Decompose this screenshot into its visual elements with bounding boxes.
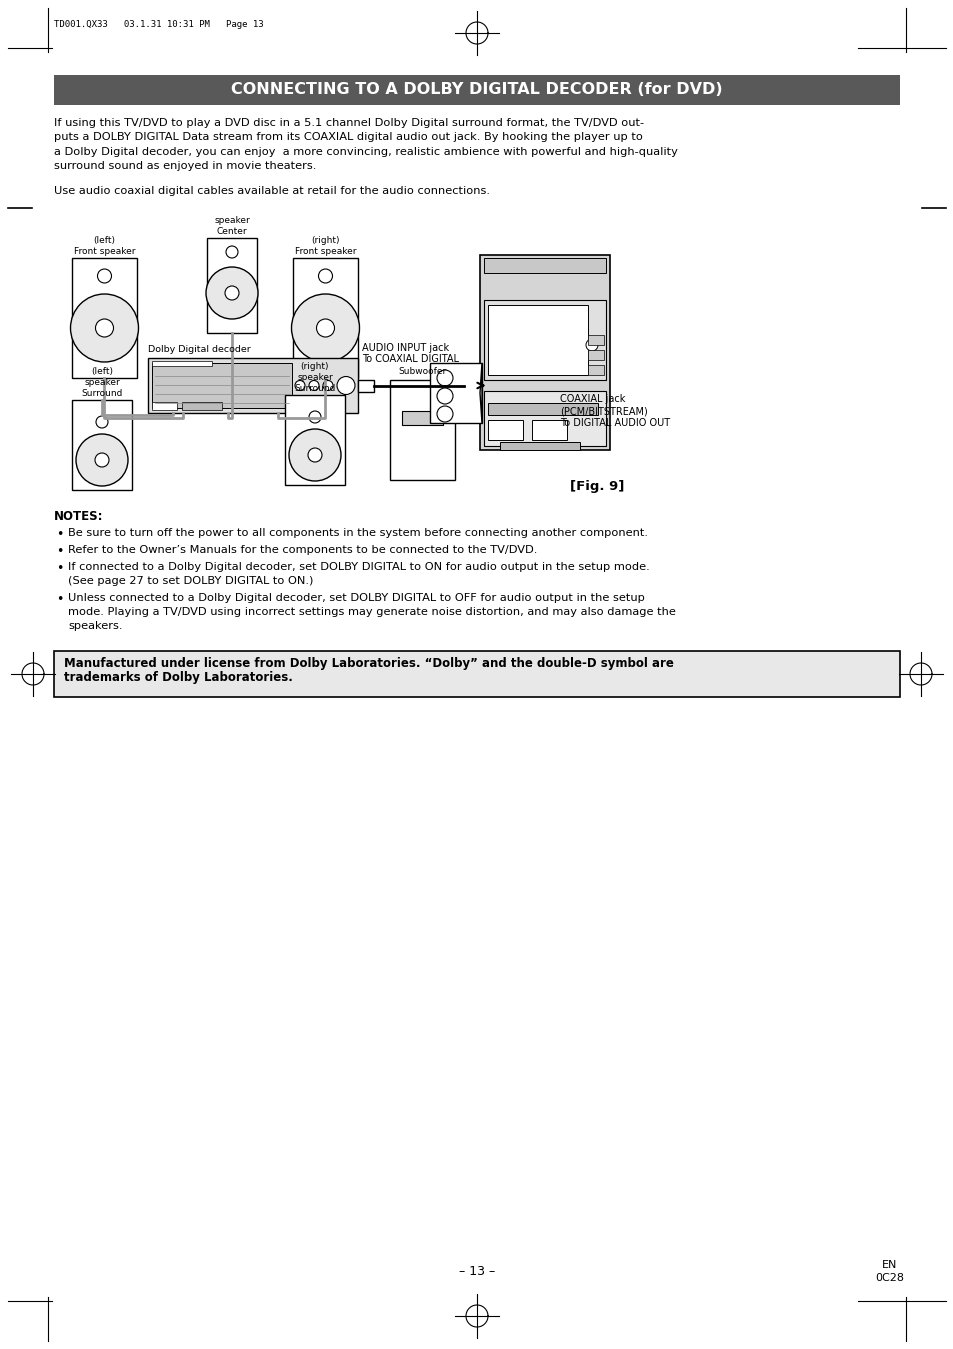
- Text: To DIGITAL AUDIO OUT: To DIGITAL AUDIO OUT: [559, 418, 669, 428]
- Text: Subwoofer: Subwoofer: [398, 367, 446, 376]
- Text: Front speaker: Front speaker: [73, 247, 135, 256]
- Text: (PCM/BITSTREAM): (PCM/BITSTREAM): [559, 406, 647, 415]
- Text: Front speaker: Front speaker: [294, 247, 355, 256]
- Text: (left): (left): [91, 367, 112, 376]
- Polygon shape: [479, 363, 481, 424]
- Text: mode. Playing a TV/DVD using incorrect settings may generate noise distortion, a: mode. Playing a TV/DVD using incorrect s…: [68, 607, 675, 616]
- Text: (right): (right): [311, 236, 339, 246]
- Bar: [488, 420, 522, 440]
- Text: Center: Center: [216, 227, 247, 236]
- Circle shape: [309, 411, 320, 424]
- Text: speakers.: speakers.: [68, 621, 122, 631]
- Text: trademarks of Dolby Laboratories.: trademarks of Dolby Laboratories.: [64, 670, 293, 684]
- Circle shape: [71, 294, 138, 362]
- Circle shape: [309, 380, 318, 390]
- Text: Refer to the Owner’s Manuals for the components to be connected to the TV/DVD.: Refer to the Owner’s Manuals for the com…: [68, 545, 537, 554]
- Circle shape: [289, 429, 340, 482]
- Text: – 13 –: – 13 –: [458, 1265, 495, 1278]
- Circle shape: [436, 370, 453, 386]
- Bar: [390, 380, 455, 480]
- Text: (right): (right): [300, 362, 329, 371]
- Bar: [532, 420, 566, 440]
- Bar: [401, 411, 442, 425]
- Text: CONNECTING TO A DOLBY DIGITAL DECODER (for DVD): CONNECTING TO A DOLBY DIGITAL DECODER (f…: [231, 82, 722, 97]
- Circle shape: [294, 380, 305, 390]
- Bar: [587, 366, 603, 375]
- Circle shape: [225, 286, 239, 299]
- Text: Unless connected to a Dolby Digital decoder, set DOLBY DIGITAL to OFF for audio : Unless connected to a Dolby Digital deco…: [68, 594, 644, 603]
- Bar: [152, 402, 177, 410]
- Text: TD001.QX33   03.1.31 10:31 PM   Page 13: TD001.QX33 03.1.31 10:31 PM Page 13: [54, 20, 263, 28]
- Text: speaker: speaker: [296, 374, 333, 382]
- Bar: [54, 652, 899, 697]
- Bar: [148, 357, 357, 413]
- Circle shape: [323, 380, 333, 390]
- Circle shape: [95, 453, 109, 467]
- Text: speaker: speaker: [213, 216, 250, 225]
- Circle shape: [318, 268, 333, 283]
- Text: Manufactured under license from Dolby Laboratories. “Dolby” and the double-D sym: Manufactured under license from Dolby La…: [64, 657, 673, 670]
- Circle shape: [336, 376, 355, 394]
- Bar: [71, 401, 132, 490]
- Text: If connected to a Dolby Digital decoder, set DOLBY DIGITAL to ON for audio outpu: If connected to a Dolby Digital decoder,…: [68, 563, 649, 572]
- Text: Use audio coaxial digital cables available at retail for the audio connections.: Use audio coaxial digital cables availab…: [54, 186, 490, 196]
- Bar: [357, 379, 374, 391]
- Circle shape: [76, 434, 128, 486]
- Text: •: •: [56, 545, 63, 558]
- Text: Dolby Digital decoder: Dolby Digital decoder: [148, 345, 251, 353]
- Bar: [463, 379, 479, 391]
- Bar: [54, 76, 899, 105]
- Circle shape: [292, 294, 359, 362]
- Circle shape: [96, 415, 108, 428]
- Text: AUDIO INPUT jack: AUDIO INPUT jack: [361, 343, 449, 353]
- Circle shape: [436, 406, 453, 422]
- Bar: [499, 442, 579, 451]
- Text: •: •: [56, 527, 63, 541]
- Circle shape: [436, 389, 453, 403]
- Bar: [479, 255, 609, 451]
- Text: •: •: [56, 563, 63, 575]
- Bar: [152, 363, 292, 407]
- Text: To COAXIAL DIGITAL: To COAXIAL DIGITAL: [361, 353, 458, 364]
- Circle shape: [95, 318, 113, 337]
- Circle shape: [226, 246, 237, 258]
- Bar: [182, 402, 222, 410]
- Text: speaker: speaker: [84, 378, 120, 387]
- Bar: [587, 335, 603, 345]
- Text: •: •: [56, 594, 63, 606]
- Circle shape: [316, 318, 335, 337]
- Text: [Fig. 9]: [Fig. 9]: [569, 480, 623, 492]
- Text: (See page 27 to set DOLBY DIGITAL to ON.): (See page 27 to set DOLBY DIGITAL to ON.…: [68, 576, 313, 585]
- Circle shape: [585, 339, 598, 351]
- Text: Surround: Surround: [294, 384, 335, 393]
- Bar: [293, 258, 357, 378]
- Circle shape: [308, 448, 322, 461]
- Bar: [430, 363, 481, 424]
- Bar: [483, 391, 605, 447]
- Bar: [488, 305, 587, 375]
- Text: (left): (left): [93, 236, 115, 246]
- Bar: [483, 258, 605, 272]
- Bar: [207, 237, 256, 333]
- Bar: [488, 403, 598, 415]
- Circle shape: [206, 267, 257, 318]
- Text: Be sure to turn off the power to all components in the system before connecting : Be sure to turn off the power to all com…: [68, 527, 647, 538]
- Text: COAXIAL jack: COAXIAL jack: [559, 394, 625, 403]
- Bar: [71, 258, 137, 378]
- Bar: [152, 362, 212, 366]
- Bar: [285, 395, 345, 486]
- Text: NOTES:: NOTES:: [54, 510, 103, 523]
- Bar: [587, 349, 603, 360]
- Text: If using this TV/DVD to play a DVD disc in a 5.1 channel Dolby Digital surround : If using this TV/DVD to play a DVD disc …: [54, 117, 678, 171]
- Text: 0C28: 0C28: [875, 1273, 903, 1283]
- Circle shape: [97, 268, 112, 283]
- Bar: [483, 299, 605, 380]
- Text: Surround: Surround: [81, 389, 123, 398]
- Text: EN: EN: [882, 1260, 897, 1269]
